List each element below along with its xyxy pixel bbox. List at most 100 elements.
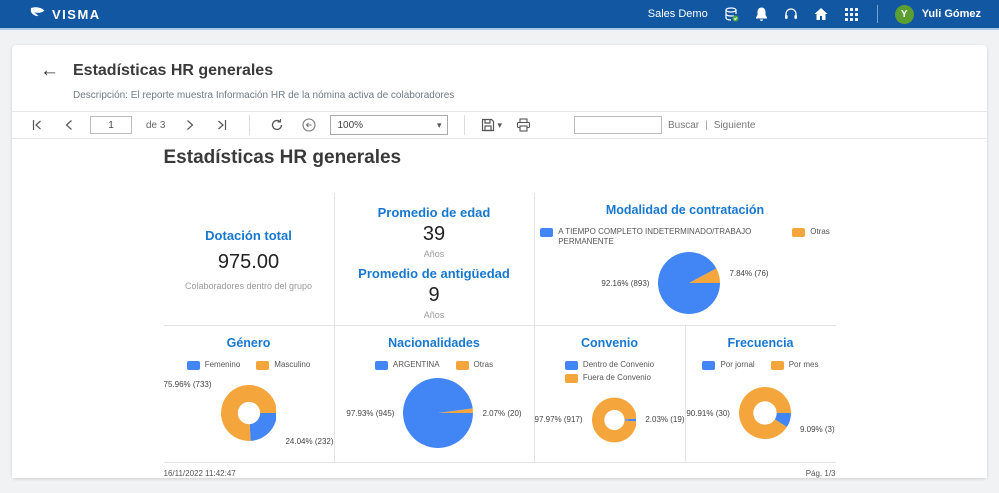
chart-title: Nacionalidades [388,336,480,350]
toolbar-separator [464,115,466,135]
user-menu[interactable]: Y Yuli Gómez [894,4,981,24]
report-footer: 16/11/2022 11:42:47 Pág. 1/3 [164,463,836,478]
card-header: ← Estadísticas HR generales Descripción:… [12,45,987,111]
stat-dotacion-total: Dotación total 975.00 Colaboradores dent… [164,193,334,325]
pie-chart-svg [403,378,474,448]
chart-frecuencia: Frecuencia Por jornal Por mes 90.91% (30)… [684,326,836,462]
apps-grid-icon[interactable] [843,6,860,23]
chart-legend: Por jornal Por mes [702,360,819,370]
legend-item: Fuera de Convenio [564,373,651,383]
legend-swatch-icon [564,361,578,370]
zoom-value: 100% [337,119,364,131]
donut-chart: 75.96% (733) 24.04% (232) [164,370,334,462]
first-page-button[interactable] [26,114,48,136]
legend-item: Masculino [256,360,310,370]
stat-promedios: Promedio de edad 39 Años Promedio de ant… [333,193,534,325]
pie-slice [220,385,277,441]
visma-swoosh-icon [30,5,46,23]
pie-chart: 97.93% (945) 2.07% (20) [335,370,534,462]
legend-swatch-icon [702,361,716,370]
home-icon[interactable] [813,6,830,23]
save-export-button[interactable]: ▾ [481,118,502,132]
search-next-button[interactable]: Siguiente [713,119,756,131]
chart-convenio: Convenio Dentro de Convenio Fuera de Conv… [533,326,685,462]
chart-title: Frecuencia [727,336,794,350]
toolbar-separator [249,115,251,135]
donut-chart-svg [591,397,637,442]
chart-title: Modalidad de contratación [605,203,765,217]
legend-swatch-icon [256,361,270,370]
legend-swatch-icon [540,228,554,237]
legend-label: Fuera de Convenio [582,373,651,382]
search-input[interactable] [574,116,662,134]
chart-legend: Femenino Masculino [186,360,310,370]
legend-item: Otras [455,360,494,370]
search-separator: | [705,119,708,131]
zoom-select[interactable]: 100% ▾ [330,115,449,135]
search-button[interactable]: Buscar [668,119,700,131]
legend-item: Dentro de Convenio [564,360,654,370]
last-page-button[interactable] [211,114,233,136]
legend-swatch-icon [186,361,200,370]
legend-label: Masculino [274,360,311,369]
pie-chart: 92.16% (893) 7.84% (76) [535,247,836,325]
chart-value-label-left: 90.91% (30) [686,408,730,418]
page-total-label: de 3 [146,119,166,131]
pie-chart-svg [658,252,721,314]
brand-name: VISMA [52,6,101,22]
avatar: Y [894,4,914,24]
pie-slice [591,397,637,442]
chart-value-label-right: 9.09% (3) [799,424,835,434]
back-button[interactable]: ← [40,60,59,81]
visma-logo[interactable]: VISMA [30,5,101,23]
search-box: Buscar | Siguiente [574,116,755,134]
user-name: Yuli Gómez [921,8,981,20]
chart-legend: Dentro de Convenio Fuera de Convenio [564,360,654,383]
chart-title: Género [226,336,271,350]
report-top-row: Dotación total 975.00 Colaboradores dent… [163,193,836,326]
legend-item: A TIEMPO COMPLETO INDETERMINADO/TRABAJO … [540,227,776,247]
legend-label: ARGENTINA [392,360,440,369]
environment-label[interactable]: Sales Demo [647,8,708,20]
chart-value-label-left: 97.93% (945) [346,408,395,418]
legend-label: Otras [473,360,494,369]
pie-slice [738,387,791,439]
chart-modalidad-contratacion: Modalidad de contratación A TIEMPO COMPL… [533,193,836,325]
pie-slice [403,378,474,448]
chart-title: Convenio [581,336,638,350]
refresh-button[interactable] [266,114,288,136]
stat-title: Promedio de antigüedad [358,265,510,281]
legend-label: A TIEMPO COMPLETO INDETERMINADO/TRABAJO … [558,227,752,246]
legend-label: Por mes [788,360,819,369]
save-icon [482,118,495,132]
chevron-down-icon: ▾ [497,119,502,130]
legend-item: ARGENTINA [374,360,440,370]
bell-icon[interactable] [753,6,770,23]
report-toolbar: de 3 100% ▾ ▾ [12,111,987,139]
pie-slice [658,252,721,314]
stat-title: Promedio de edad [377,204,491,220]
previous-page-button[interactable] [58,114,80,136]
back-to-parent-button[interactable] [298,114,320,136]
report-heading: Estadísticas HR generales [163,147,402,168]
stat-caption: Años [423,248,445,259]
donut-chart: 90.91% (30) 9.09% (3) [686,370,836,462]
page-number-input[interactable] [90,116,132,134]
chart-value-label-right: 24.04% (232) [285,437,334,446]
stat-caption: Años [423,309,445,320]
legend-swatch-icon [455,361,469,370]
chart-legend: A TIEMPO COMPLETO INDETERMINADO/TRABAJO … [540,227,830,247]
chart-value-label-right: 2.07% (20) [482,408,522,418]
pie-slice [438,408,474,413]
chart-genero: Género Femenino Masculino 75.96% (733) 24.… [164,326,334,462]
database-check-icon[interactable] [723,6,740,23]
print-button[interactable] [512,114,534,136]
next-page-button[interactable] [179,114,201,136]
report-viewport: Estadísticas HR generales Dotación total… [12,139,987,478]
legend-item: Por jornal [702,360,755,370]
legend-item: Otras [792,227,830,247]
chart-value-label-left: 75.96% (733) [163,380,212,389]
report-timestamp: 16/11/2022 11:42:47 [163,469,236,478]
stat-value: 975.00 [217,250,280,273]
headset-icon[interactable] [783,6,800,23]
